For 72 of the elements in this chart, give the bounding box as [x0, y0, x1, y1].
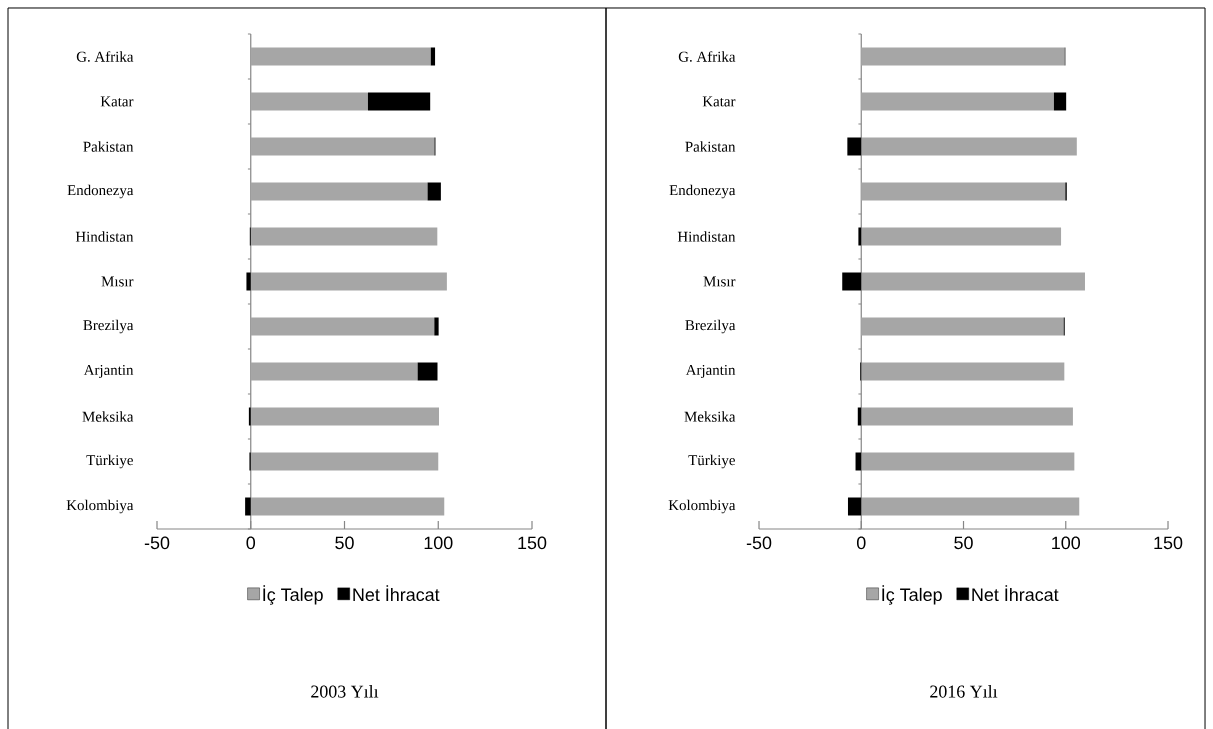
y-tick-label: Endonezya: [67, 184, 134, 199]
x-tick-label: -50: [144, 536, 170, 550]
bar: [417, 362, 438, 381]
y-tick-label: Mısır: [101, 276, 134, 287]
bar: [861, 452, 1075, 471]
y-tick-label: Arjantin: [83, 364, 134, 379]
legend-label: Net İhracat: [353, 585, 440, 602]
y-tick-label: Hindistan: [75, 231, 134, 242]
bar: [861, 137, 1077, 156]
bar: [246, 272, 251, 291]
y-tick-label: Katar: [100, 96, 134, 107]
bar: [842, 272, 862, 291]
y-tick-label: G. Afrika: [678, 51, 736, 62]
y-tick-label: Brezilya: [685, 319, 736, 334]
bar: [861, 407, 1073, 426]
legend-label: İç Talep: [263, 585, 323, 605]
bar: [1053, 92, 1067, 111]
bar: [861, 92, 1054, 111]
y-tick-label: Türkiye: [86, 454, 133, 469]
bar: [847, 137, 862, 156]
y-tick-label: Meksika: [684, 411, 736, 422]
x-tick-label: 50: [335, 536, 354, 550]
y-tick-label: Hindistan: [677, 231, 736, 242]
y-tick-label: Kolombiya: [668, 499, 736, 514]
y-tick-label: Kolombiya: [66, 499, 134, 514]
bar: [250, 272, 447, 291]
text: 2016 Yılı: [930, 685, 998, 698]
y-tick-label: Arjantin: [685, 364, 736, 379]
x-tick-label: 0: [856, 536, 866, 550]
bar: [861, 227, 1062, 246]
x-tick-label: 0: [246, 536, 256, 550]
bar: [250, 317, 435, 336]
bar: [434, 317, 439, 336]
bar: [250, 92, 368, 111]
legend-label: Net İhracat: [972, 585, 1059, 602]
bar: [427, 182, 441, 201]
y-tick-label: Mısır: [703, 276, 736, 287]
y-tick-label: Endonezya: [669, 184, 736, 199]
bar: [861, 317, 1064, 336]
y-tick-label: Pakistan: [83, 141, 134, 152]
bar: [250, 362, 418, 381]
y-tick-label: Brezilya: [83, 319, 134, 334]
y-tick-label: Türkiye: [688, 454, 735, 469]
bar: [250, 137, 435, 156]
x-tick-label: 50: [954, 536, 973, 550]
x-tick-label: 150: [1154, 536, 1183, 550]
x-tick-label: -50: [746, 536, 772, 550]
bar: [250, 452, 439, 471]
bar: [861, 497, 1080, 516]
bar: [250, 497, 445, 516]
y-tick-label: Katar: [702, 96, 736, 107]
y-tick-label: Pakistan: [685, 141, 736, 152]
bar: [847, 497, 862, 516]
bar: [858, 227, 862, 246]
bar: [250, 182, 428, 201]
y-tick-label: G. Afrika: [76, 51, 134, 62]
bar: [367, 92, 431, 111]
bar: [861, 362, 1065, 381]
bar: [250, 47, 431, 66]
y-tick-label: Meksika: [82, 411, 134, 422]
x-tick-label: 100: [1052, 536, 1081, 550]
bar: [250, 227, 438, 246]
x-tick-label: 100: [424, 536, 453, 550]
bar: [861, 182, 1066, 201]
bar: [245, 497, 251, 516]
bar: [861, 47, 1065, 66]
bar: [861, 272, 1085, 291]
text: 2003 Yılı: [311, 685, 379, 698]
x-tick-label: 150: [518, 536, 547, 550]
bar: [250, 407, 439, 426]
legend-label: İç Talep: [882, 585, 942, 605]
bar: [430, 47, 436, 66]
